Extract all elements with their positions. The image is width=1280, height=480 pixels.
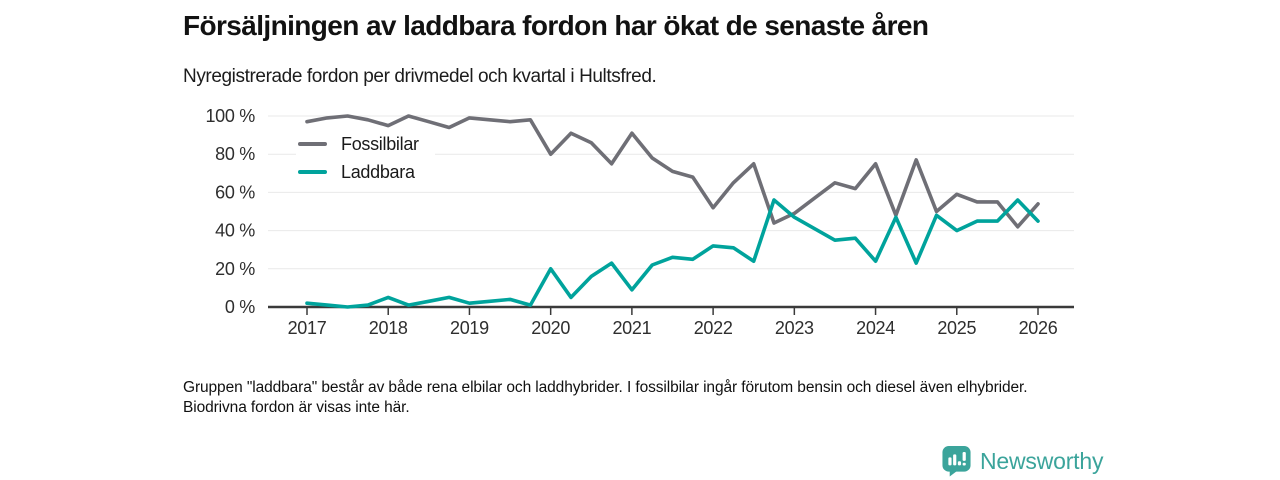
chart-legend: Fossilbilar Laddbara	[296, 128, 435, 188]
legend-item-laddbara: Laddbara	[298, 158, 419, 186]
x-tick-label: 2024	[856, 318, 895, 338]
y-tick-label: 40 %	[215, 221, 255, 241]
x-tick-label: 2026	[1019, 318, 1058, 338]
y-tick-label: 20 %	[215, 259, 255, 279]
x-tick-label: 2017	[288, 318, 327, 338]
x-tick-label: 2022	[694, 318, 733, 338]
laddbara-line	[305, 198, 1040, 309]
newsworthy-logo-text: Newsworthy	[980, 447, 1104, 474]
laddbara-line-swatch	[298, 170, 327, 174]
x-tick-label: 2019	[450, 318, 489, 338]
legend-item-fossilbilar: Fossilbilar	[298, 130, 419, 158]
fossilbilar-line-swatch	[298, 142, 327, 146]
y-tick-label: 60 %	[215, 182, 255, 202]
legend-label-fossilbilar: Fossilbilar	[341, 133, 419, 154]
x-tick-label: 2025	[937, 318, 976, 338]
newsworthy-logo: Newsworthy	[941, 445, 1103, 477]
newsworthy-logo-icon	[942, 445, 971, 477]
footnote: Gruppen "laddbara" består av både rena e…	[183, 379, 1028, 416]
x-tick-label: 2020	[531, 318, 570, 338]
x-tick-label: 2021	[612, 318, 651, 338]
y-tick-label: 100 %	[205, 106, 255, 126]
y-tick-label: 0 %	[225, 297, 255, 317]
chart-subtitle: Nyregistrerade fordon per drivmedel och …	[183, 66, 657, 87]
y-tick-label: 80 %	[215, 144, 255, 164]
fossilbilar-line	[305, 114, 1040, 229]
x-tick-label: 2023	[775, 318, 814, 338]
chart-title: Försäljningen av laddbara fordon har öka…	[183, 10, 929, 41]
legend-label-laddbara: Laddbara	[341, 161, 415, 182]
x-tick-label: 2018	[369, 318, 408, 338]
